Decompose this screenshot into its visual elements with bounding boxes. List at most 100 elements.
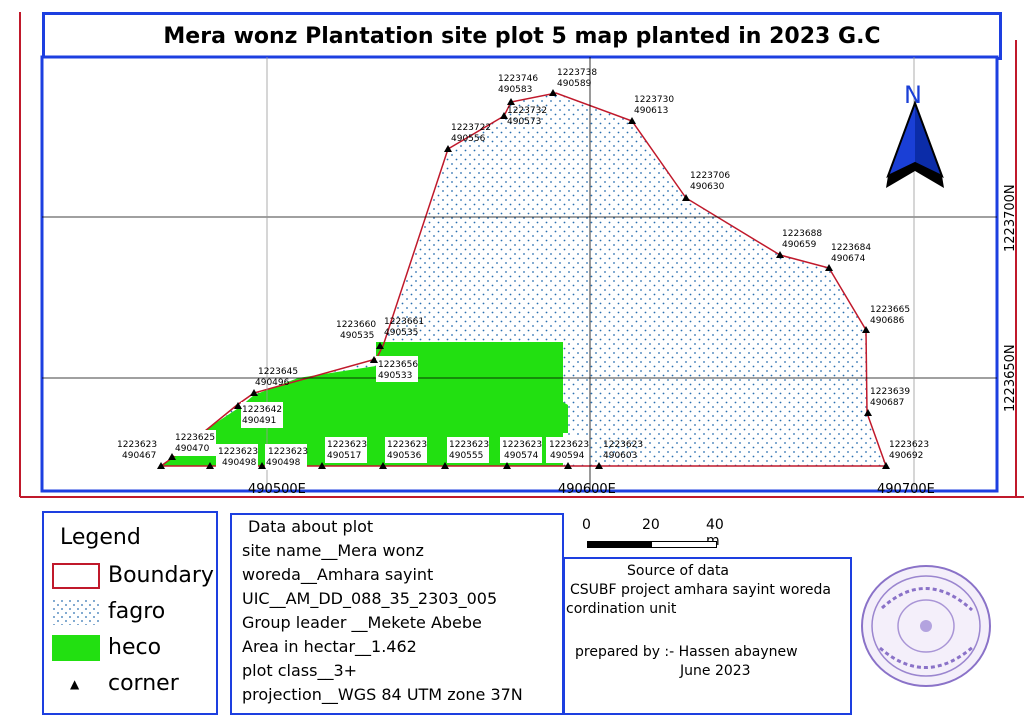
plot-info-line: UIC__AM_DD_088_35_2303_005 [242,589,498,608]
boundary-swatch-icon [52,563,100,589]
legend-item-corner: ▲ corner [52,671,212,701]
pt-label-e: 490583 [498,85,532,95]
pt-label-n: 1223639 [870,387,910,397]
map-canvas: 1223746 490583 1223738 490589 1223730 49061… [40,55,1018,497]
x-axis-label: 490600E [558,482,616,497]
plot-info-line: woreda__Amhara sayint [242,565,434,584]
pt-label-n: 1223660 [336,320,376,330]
plot-info-box: Data about plot site name__Mera wonz wor… [230,513,564,715]
pt-label-e: 490555 [449,451,483,461]
pt-label-n: 1223623 [889,440,929,450]
scale-bar: 0 20 40 m [578,516,738,556]
source-line: cordination unit [566,601,677,617]
plot-info-line: plot class__3+ [242,661,358,680]
legend-label: heco [108,635,162,660]
pt-label-e: 490613 [634,106,668,116]
pt-label-n: 1223746 [498,74,538,84]
heco-swatch-icon [52,635,100,661]
pt-label-n: 1223623 [549,440,589,450]
corner-triangle-icon: ▲ [70,677,80,691]
pt-label-e: 490467 [122,451,156,461]
scale-bar-segments [587,541,717,548]
legend: Legend Boundary fagro heco ▲ corner [42,511,218,715]
plot-info-heading: Data about plot [248,517,374,536]
pt-label-e: 490630 [690,182,725,192]
pt-label-e: 490594 [550,451,585,461]
plot-info-line: projection__WGS 84 UTM zone 37N [242,685,523,704]
pt-label-e: 490535 [384,328,418,338]
pt-label-n: 1223732 [507,106,547,116]
pt-label-n: 1223642 [242,405,282,415]
pt-label-n: 1223623 [218,447,258,457]
source-box: Source of data CSUBF project amhara sayi… [563,557,852,715]
legend-label: fagro [108,599,166,624]
pt-label-e: 490686 [870,316,905,326]
pt-label-e: 490603 [603,451,637,461]
pt-label-e: 490517 [327,451,361,461]
north-arrow-icon [886,100,944,188]
pt-label-e: 490659 [782,240,817,250]
pt-label-e: 490533 [378,371,412,381]
legend-item-heco: heco [52,635,212,665]
pt-label-n: 1223623 [449,440,489,450]
legend-item-boundary: Boundary [52,563,214,593]
pt-label-n: 1223688 [782,229,822,239]
pt-label-n: 1223623 [117,440,157,450]
map-title: Mera wonz Plantation site plot 5 map pla… [163,23,881,49]
title-box: Mera wonz Plantation site plot 5 map pla… [42,12,1002,60]
pt-label-e: 490491 [242,416,276,426]
legend-label: corner [108,671,179,696]
grid [42,57,997,491]
pt-label-e: 490674 [831,254,866,264]
pt-label-n: 1223684 [831,243,871,253]
y-axis-label: 1223650N [1003,344,1018,412]
pt-label-n: 1223623 [268,447,308,457]
pt-label-n: 1223706 [690,171,730,181]
plot-info-line: Group leader __Mekete Abebe [242,613,482,632]
pt-label-n: 1223645 [258,367,298,377]
official-stamp-icon [861,565,991,687]
pt-label-e: 490536 [387,451,422,461]
pt-label-n: 1223625 [175,433,215,443]
pt-label-e: 490535 [340,331,374,341]
pt-label-n: 1223722 [451,123,491,133]
prepared-date: June 2023 [680,663,751,679]
heco-area [161,342,568,466]
y-axis-label: 1223700N [1003,184,1018,252]
pt-label-n: 1223623 [502,440,542,450]
pt-label-e: 490496 [255,378,290,388]
pt-label-n: 1223623 [387,440,427,450]
legend-title: Legend [60,525,141,550]
prepared-by: prepared by :- Hassen abaynew [575,644,798,660]
pt-label-e: 490556 [451,134,486,144]
legend-label: Boundary [108,563,214,588]
pt-label-n: 1223730 [634,95,674,105]
x-axis-label: 490500E [248,482,306,497]
pt-label-e: 490692 [889,451,923,461]
source-line: CSUBF project amhara sayint woreda [570,582,831,598]
pt-label-n: 1223738 [557,68,597,78]
pt-label-e: 490574 [504,451,539,461]
